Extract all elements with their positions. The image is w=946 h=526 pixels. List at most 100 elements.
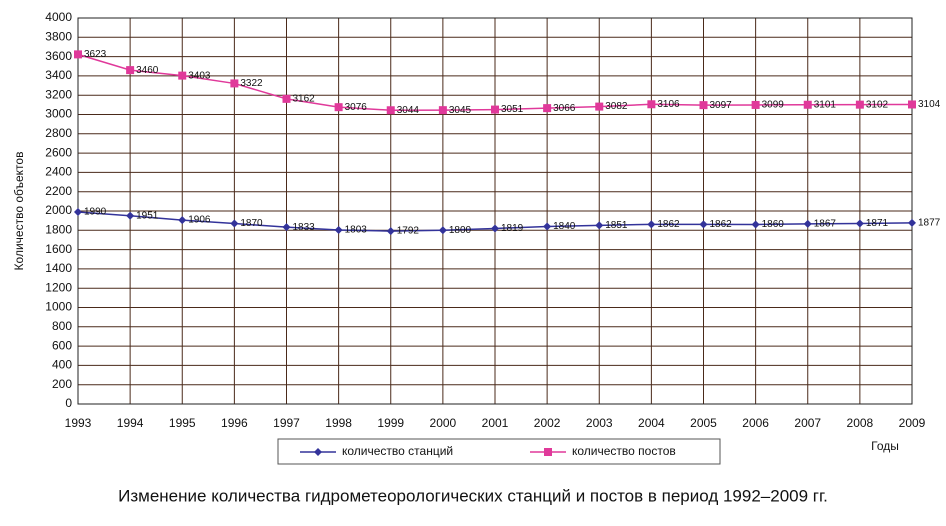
data-label: 3162 (293, 94, 316, 105)
data-label: 3066 (553, 103, 576, 114)
data-label: 1877 (918, 218, 941, 229)
data-label: 3403 (188, 70, 211, 81)
x-tick-label: 1995 (169, 416, 196, 430)
data-label: 1792 (397, 226, 420, 237)
data-label: 1990 (84, 207, 107, 218)
y-tick-label: 1600 (45, 242, 72, 256)
y-tick-label: 2000 (45, 203, 72, 217)
data-point (803, 100, 812, 109)
data-point (595, 221, 604, 230)
data-label: 3076 (345, 102, 368, 113)
data-label: 3051 (501, 104, 524, 115)
data-point (855, 219, 864, 228)
x-tick-label: 2009 (899, 416, 926, 430)
y-axis-label: Количество объектов (12, 152, 26, 271)
data-point (908, 218, 916, 227)
y-tick-label: 1400 (45, 261, 72, 275)
data-point (282, 94, 291, 103)
data-label: 1833 (293, 222, 316, 233)
data-point (282, 223, 291, 232)
y-tick-label: 3800 (45, 29, 72, 43)
y-tick-label: 2400 (45, 165, 72, 179)
data-point (334, 103, 343, 112)
data-label: 3104 (918, 99, 941, 110)
data-label: 1819 (501, 223, 524, 234)
x-tick-label: 2001 (482, 416, 509, 430)
data-label: 1851 (605, 220, 628, 231)
data-point (751, 220, 760, 229)
data-label: 3097 (710, 100, 733, 111)
x-tick-label: 1998 (325, 416, 352, 430)
data-label: 1862 (657, 219, 680, 230)
y-tick-label: 1000 (45, 300, 72, 314)
data-point (74, 50, 82, 59)
data-point (438, 226, 447, 235)
data-label: 3044 (397, 105, 420, 116)
data-label: 3045 (449, 105, 472, 116)
data-label: 1871 (866, 218, 889, 229)
y-tick-label: 800 (52, 319, 72, 333)
y-tick-label: 4000 (45, 10, 72, 24)
x-tick-label: 2004 (638, 416, 665, 430)
x-tick-label: 2006 (742, 416, 769, 430)
legend-label: количество станций (342, 444, 453, 458)
data-point (230, 79, 239, 88)
data-label: 3099 (762, 100, 785, 111)
data-point (491, 105, 499, 114)
legend-label: количество постов (572, 444, 676, 458)
data-label: 3102 (866, 99, 889, 110)
data-label: 1862 (710, 219, 733, 230)
x-tick-label: 1993 (65, 416, 92, 430)
data-label: 1803 (345, 225, 368, 236)
x-tick-label: 1997 (273, 416, 300, 430)
data-point (803, 219, 812, 228)
y-tick-label: 200 (52, 377, 72, 391)
x-tick-label: 1999 (377, 416, 404, 430)
y-tick-label: 3000 (45, 107, 72, 121)
x-tick-label: 1994 (117, 416, 144, 430)
data-point (647, 100, 656, 109)
data-point (386, 227, 395, 236)
data-point (334, 226, 343, 235)
y-tick-label: 3400 (45, 68, 72, 82)
data-point (438, 106, 447, 115)
data-point (647, 220, 656, 229)
data-point (855, 100, 864, 109)
y-tick-label: 2600 (45, 145, 72, 159)
legend-box (277, 438, 721, 465)
y-tick-label: 2200 (45, 184, 72, 198)
y-tick-label: 3200 (45, 87, 72, 101)
y-tick-label: 1800 (45, 222, 72, 236)
data-label: 1951 (136, 210, 159, 221)
data-label: 3623 (84, 49, 107, 60)
data-point (178, 71, 187, 80)
x-tick-label: 2008 (847, 416, 874, 430)
x-tick-label: 2005 (690, 416, 717, 430)
data-point (908, 100, 916, 109)
y-tick-label: 1200 (45, 280, 72, 294)
data-point (178, 216, 187, 225)
data-point (595, 102, 604, 111)
data-point (126, 66, 135, 75)
data-point (699, 101, 708, 110)
data-label: 1860 (762, 219, 785, 230)
x-tick-label: 2002 (534, 416, 561, 430)
x-tick-label: 1996 (221, 416, 248, 430)
data-label: 3322 (240, 78, 263, 89)
y-tick-label: 3600 (45, 49, 72, 63)
data-point (699, 220, 708, 229)
data-label: 1800 (449, 225, 472, 236)
y-tick-label: 600 (52, 338, 72, 352)
legend-marker (544, 448, 552, 456)
caption: Изменение количества гидрометеорологичес… (118, 486, 828, 505)
data-label: 3101 (814, 99, 837, 110)
data-label: 1867 (814, 218, 837, 229)
data-label: 1870 (240, 218, 263, 229)
data-label: 3082 (605, 101, 628, 112)
x-tick-label: 2003 (586, 416, 613, 430)
data-point (230, 219, 239, 228)
data-point (751, 100, 760, 109)
data-label: 1840 (553, 221, 576, 232)
data-point (543, 104, 552, 113)
